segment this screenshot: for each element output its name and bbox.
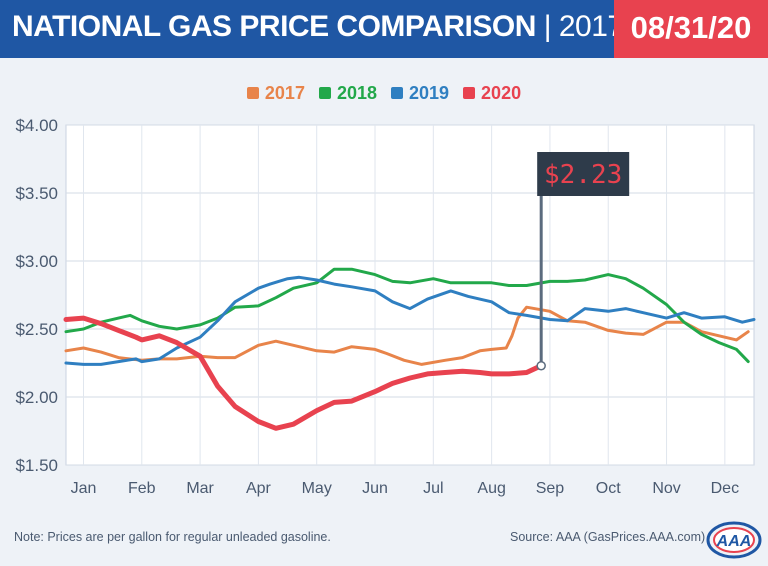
series-line-2017 xyxy=(64,305,750,366)
legend-item-2019: 2019 xyxy=(391,80,449,106)
y-tick-label: $2.00 xyxy=(15,388,58,407)
x-tick-label: Sep xyxy=(536,480,565,497)
x-tick-label: Aug xyxy=(477,480,505,497)
x-tick-label: Dec xyxy=(711,480,739,497)
y-tick-label: $3.00 xyxy=(15,252,58,271)
callout-flag xyxy=(537,152,630,196)
legend-item-2017: 2017 xyxy=(246,80,305,106)
y-tick-label: $4.00 xyxy=(15,116,58,135)
legend-label: 2017 xyxy=(264,82,305,103)
y-tick-label: $2.50 xyxy=(15,320,58,339)
x-tick-label: Jan xyxy=(71,480,97,497)
x-tick-label: Mar xyxy=(186,480,214,497)
footer-note: Note: Prices are per gallon for regular … xyxy=(14,530,331,544)
chart-legend: 2017 2018 2019 2020 xyxy=(0,80,768,106)
series-line-2019 xyxy=(64,275,756,366)
legend-swatch xyxy=(318,87,331,99)
y-tick-label: $3.50 xyxy=(15,184,58,203)
x-tick-label: May xyxy=(302,480,332,497)
series-line-2020 xyxy=(63,315,544,431)
date-badge: 08/31/20 xyxy=(614,0,768,58)
callout-label: $2.23 xyxy=(544,160,622,190)
title-main: NATIONAL GAS PRICE COMPARISON xyxy=(12,10,536,43)
legend-label: 2018 xyxy=(336,82,377,103)
series-line-2018 xyxy=(64,267,750,364)
legend-item-2020: 2020 xyxy=(463,80,521,106)
plot-area xyxy=(65,124,755,466)
x-tick-label: Nov xyxy=(652,480,680,497)
y-tick-label: $1.50 xyxy=(15,456,58,475)
footer-source: Source: AAA (GasPrices.AAA.com) xyxy=(510,530,706,544)
legend-label: 2020 xyxy=(481,82,522,103)
legend-item-2018: 2018 xyxy=(318,80,377,106)
legend-swatch xyxy=(246,87,259,99)
title-separator: | xyxy=(543,10,552,43)
callout-point xyxy=(536,360,546,371)
x-tick-label: Jun xyxy=(362,480,388,497)
date-text: 08/31/20 xyxy=(630,10,752,45)
aaa-logo: AAA xyxy=(706,521,762,559)
x-tick-label: Jul xyxy=(423,480,443,497)
x-tick-label: Apr xyxy=(246,480,272,497)
legend-swatch xyxy=(391,87,403,99)
aaa-logo-text: AAA xyxy=(716,533,752,550)
x-tick-label: Feb xyxy=(128,480,156,497)
legend-swatch xyxy=(463,87,476,99)
legend-label: 2019 xyxy=(409,82,450,103)
x-tick-label: Oct xyxy=(596,480,621,497)
